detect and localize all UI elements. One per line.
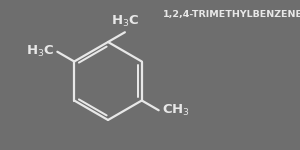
Text: H$_3$C: H$_3$C	[26, 44, 54, 59]
Text: CH$_3$: CH$_3$	[162, 103, 190, 118]
Text: H$_3$C: H$_3$C	[111, 14, 139, 29]
Text: 1,2,4-TRIMETHYLBENZENE: 1,2,4-TRIMETHYLBENZENE	[163, 11, 300, 20]
